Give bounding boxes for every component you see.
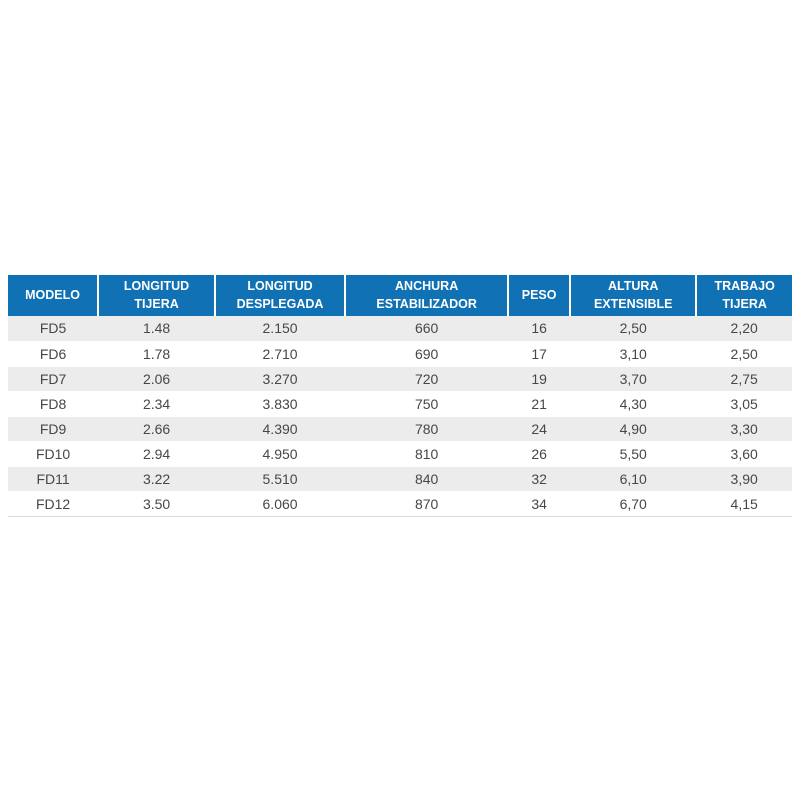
value-cell: 3,60 [696, 441, 792, 467]
value-cell: 720 [345, 366, 509, 392]
value-cell: 3,90 [696, 466, 792, 492]
value-cell: 750 [345, 391, 509, 417]
column-header-5: PESO [508, 275, 572, 316]
table-row: FD10 2.94 4.950 810 26 5,50 3,60 [8, 441, 792, 467]
value-cell: 3.22 [98, 466, 215, 492]
value-cell: 840 [345, 466, 509, 492]
value-cell: 5.510 [214, 466, 346, 492]
value-cell: 4,90 [570, 416, 697, 442]
value-cell: 3,10 [570, 341, 697, 367]
value-cell: 17 [508, 341, 571, 367]
value-cell: 3,05 [696, 391, 792, 417]
value-cell: 6.060 [214, 491, 346, 517]
value-cell: 4,30 [570, 391, 697, 417]
column-header-7: TRABAJO TIJERA [696, 275, 792, 316]
header-row: MODELO LONGITUD TIJERA LONGITUD DESPLEGADA… [8, 275, 792, 316]
value-cell: 2,50 [570, 316, 697, 342]
model-cell: FD12 [8, 491, 99, 517]
value-cell: 24 [508, 416, 571, 442]
value-cell: 2,20 [696, 316, 792, 342]
value-cell: 2.06 [98, 366, 215, 392]
value-cell: 4,15 [696, 491, 792, 517]
model-cell: FD7 [8, 366, 99, 392]
value-cell: 1.78 [98, 341, 215, 367]
table-row: FD5 1.48 2.150 660 16 2,50 2,20 [8, 316, 792, 342]
column-header-4: ANCHURA ESTABILIZADOR [345, 275, 510, 316]
value-cell: 6,70 [570, 491, 697, 517]
value-cell: 6,10 [570, 466, 697, 492]
model-cell: FD9 [8, 416, 99, 442]
value-cell: 3.50 [98, 491, 215, 517]
value-cell: 780 [345, 416, 509, 442]
table-row: FD9 2.66 4.390 780 24 4,90 3,30 [8, 416, 792, 442]
value-cell: 2.66 [98, 416, 215, 442]
value-cell: 660 [345, 316, 509, 342]
value-cell: 810 [345, 441, 509, 467]
value-cell: 1.48 [98, 316, 215, 342]
value-cell: 4.390 [214, 416, 346, 442]
value-cell: 26 [508, 441, 571, 467]
value-cell: 2.710 [214, 341, 346, 367]
value-cell: 2.150 [214, 316, 346, 342]
column-header-2: LONGITUD TIJERA [98, 275, 216, 316]
value-cell: 2.94 [98, 441, 215, 467]
spec-table-container: MODELO LONGITUD TIJERA LONGITUD DESPLEGADA… [8, 275, 792, 517]
table-row: FD6 1.78 2.710 690 17 3,10 2,50 [8, 341, 792, 367]
value-cell: 2,75 [696, 366, 792, 392]
model-cell: FD11 [8, 466, 99, 492]
table-row: FD8 2.34 3.830 750 21 4,30 3,05 [8, 391, 792, 417]
value-cell: 3,30 [696, 416, 792, 442]
value-cell: 3,70 [570, 366, 697, 392]
column-header-6: ALTURA EXTENSIBLE [570, 275, 698, 316]
table-row: FD11 3.22 5.510 840 32 6,10 3,90 [8, 466, 792, 492]
value-cell: 19 [508, 366, 571, 392]
value-cell: 3.270 [214, 366, 346, 392]
value-cell: 690 [345, 341, 509, 367]
value-cell: 21 [508, 391, 571, 417]
value-cell: 2.34 [98, 391, 215, 417]
column-header-1: MODELO [8, 275, 100, 316]
column-header-3: LONGITUD DESPLEGADA [214, 275, 347, 316]
spec-table: MODELO LONGITUD TIJERA LONGITUD DESPLEGADA… [8, 275, 792, 517]
spec-table-body: FD5 1.48 2.150 660 16 2,50 2,20 FD6 1.78 2.710 690… [8, 316, 792, 517]
spec-table-header: MODELO LONGITUD TIJERA LONGITUD DESPLEGADA… [8, 275, 792, 316]
table-row: FD7 2.06 3.270 720 19 3,70 2,75 [8, 366, 792, 392]
value-cell: 870 [345, 491, 509, 517]
model-cell: FD8 [8, 391, 99, 417]
value-cell: 3.830 [214, 391, 346, 417]
value-cell: 5,50 [570, 441, 697, 467]
value-cell: 34 [508, 491, 571, 517]
model-cell: FD6 [8, 341, 99, 367]
value-cell: 32 [508, 466, 571, 492]
model-cell: FD5 [8, 316, 99, 342]
value-cell: 4.950 [214, 441, 346, 467]
value-cell: 2,50 [696, 341, 792, 367]
model-cell: FD10 [8, 441, 99, 467]
table-row: FD12 3.50 6.060 870 34 6,70 4,15 [8, 491, 792, 517]
value-cell: 16 [508, 316, 571, 342]
